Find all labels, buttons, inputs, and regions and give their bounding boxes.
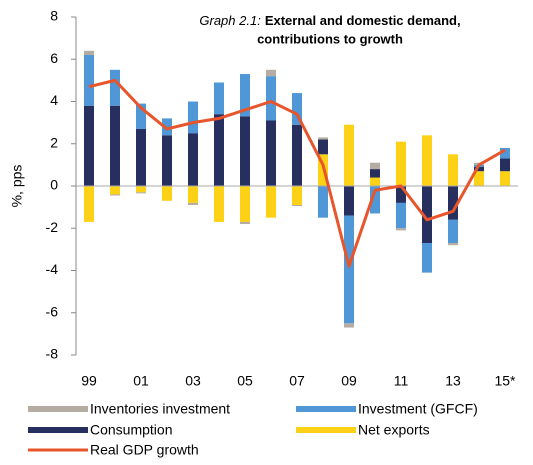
bar-segment: [188, 101, 198, 134]
bar-segment: [136, 103, 146, 129]
legend-swatch: [28, 427, 88, 433]
y-tick-label: -6: [46, 303, 59, 319]
bar-segment: [318, 186, 328, 218]
x-tick-label: 01: [133, 373, 149, 389]
legend-swatch: [296, 427, 356, 433]
bar-segment: [266, 76, 276, 121]
bar-segment: [240, 221, 250, 225]
y-tick-label: 2: [50, 134, 58, 150]
bar-segment: [318, 139, 328, 155]
bar-segment: [162, 135, 172, 186]
bar-segment: [448, 186, 458, 220]
y-tick-label: 8: [50, 8, 58, 24]
bar-segment: [84, 55, 94, 106]
bar-segment: [240, 116, 250, 186]
legend-label: Consumption: [90, 422, 173, 438]
bar-segment: [188, 133, 198, 186]
title-line: contributions to growth: [257, 31, 403, 46]
bar-segment: [292, 93, 302, 125]
bar-segment: [188, 202, 198, 206]
bar-segment: [500, 171, 510, 186]
y-tick-label: 0: [50, 177, 58, 193]
x-tick-label: 07: [289, 373, 305, 389]
x-tick-label: 05: [237, 373, 253, 389]
x-tick-label: 13: [445, 373, 461, 389]
x-tick-label: 99: [81, 373, 97, 389]
bar-segment: [396, 186, 406, 203]
bar-segment: [344, 215, 354, 324]
bar-segment: [396, 202, 406, 229]
bar-segment: [344, 323, 354, 328]
legend-label: Net exports: [358, 422, 430, 438]
y-axis-label: %, pps: [9, 165, 25, 208]
legend-swatch: [28, 406, 88, 412]
bar-segment: [318, 137, 328, 140]
bar-segment: [396, 228, 406, 231]
bar-segment: [500, 158, 510, 172]
bar-segment: [422, 186, 432, 244]
bar-segment: [266, 186, 276, 218]
bar-segment: [240, 186, 250, 222]
y-tick-label: -4: [46, 261, 59, 277]
y-tick-label: -2: [46, 219, 59, 235]
bar-segment: [110, 186, 120, 195]
bar-segment: [136, 128, 146, 186]
legend-label: Investment (GFCF): [358, 401, 478, 417]
x-tick-label: 15*: [494, 373, 516, 389]
bar-segment: [474, 171, 484, 186]
bar-segment: [292, 124, 302, 186]
bar-segment: [344, 124, 354, 186]
bar-segment: [136, 186, 146, 193]
bar-segment: [474, 166, 484, 172]
bar-segment: [162, 118, 172, 136]
bar-segment: [448, 219, 458, 244]
bar-segment: [370, 162, 380, 170]
bar-segment: [214, 114, 224, 186]
x-tick-label: 11: [394, 373, 409, 389]
bar-segment: [396, 141, 406, 186]
bar-segment: [136, 192, 146, 194]
bar-segment: [344, 186, 354, 216]
bar-segment: [162, 186, 172, 201]
bar-segment: [266, 120, 276, 186]
bar-segment: [448, 243, 458, 246]
bar-segment: [448, 154, 458, 186]
bar-segment: [422, 243, 432, 273]
x-tick-label: 09: [341, 373, 357, 389]
title-line: External and domestic demand,: [265, 13, 461, 28]
bar-segment: [110, 194, 120, 196]
y-tick-label: 4: [50, 92, 58, 108]
x-tick-label: 03: [185, 373, 201, 389]
legend-swatch: [296, 406, 356, 412]
bar-segment: [370, 169, 380, 178]
line: [88, 78, 506, 268]
bar-segment: [84, 105, 94, 186]
bar-segment: [110, 105, 120, 186]
bar-segment: [292, 186, 302, 206]
bar-segment: [370, 177, 380, 186]
bar-segment: [84, 50, 94, 56]
bar-segment: [84, 186, 94, 222]
y-tick-label: 6: [50, 50, 58, 66]
bar-segment: [214, 186, 224, 222]
bar-segment: [370, 186, 380, 214]
y-tick-label: -8: [46, 346, 59, 362]
chart-title: Graph 2.1: External and domestic demand,: [199, 13, 460, 28]
legend-label: Real GDP growth: [90, 442, 199, 458]
bar-segment: [292, 205, 302, 207]
bar-segment: [214, 82, 224, 115]
bar-segment: [240, 74, 250, 117]
graph-label: Graph 2.1:: [199, 13, 261, 28]
bar-segment: [422, 135, 432, 186]
bar-segment: [188, 186, 198, 203]
legend-label: Inventories investment: [90, 401, 230, 417]
bar-segment: [266, 69, 276, 77]
bar-segment: [110, 69, 120, 106]
bar-segment: [500, 147, 510, 159]
